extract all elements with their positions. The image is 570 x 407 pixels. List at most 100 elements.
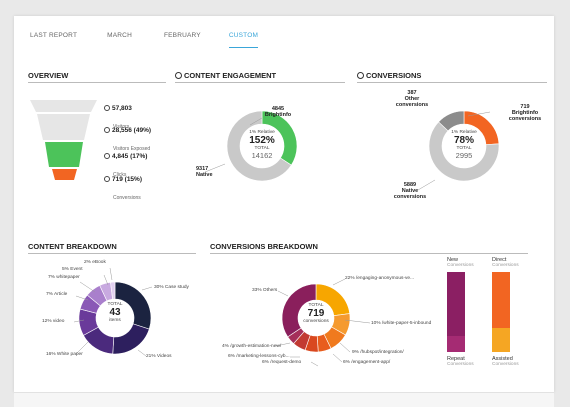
brightinfo-conv-label-1: Brightinfo (511, 110, 539, 117)
cvb-label-hubspot: 9% /hubspot/integration/ (352, 350, 404, 355)
funnel-stage-clicks (45, 142, 83, 167)
stat-conversions-value: 719 (15%) (112, 176, 142, 183)
cb-label-white-paper: 16% White paper (46, 352, 83, 357)
content-engagement-title: CONTENT ENGAGEMENT (184, 71, 277, 80)
funnel-stage-exposed (37, 114, 90, 140)
engagement-total: 14162 (251, 150, 273, 160)
stat-conversions: 719 (15%) Conversions (104, 168, 142, 203)
stat-exposed-value: 28,556 (49%) (112, 127, 152, 134)
conversions-bottom-label: 5889 Native conversions (388, 182, 432, 200)
stat-visitors: 57,803 Visitors (104, 97, 132, 132)
engagement-relative-label: 1% Relative (249, 130, 275, 135)
stat-exposed: 28,556 (49%) Visitors Exposed (104, 119, 151, 154)
new-conversions-header: New Conversions (447, 257, 474, 268)
click-icon (104, 153, 110, 159)
brightinfo-value: 4845 (271, 106, 285, 112)
cb-label-video: 12% video (42, 319, 65, 324)
content-engagement-header: CONTENT ENGAGEMENT (175, 71, 345, 83)
engagement-total-label: TOTAL (254, 146, 270, 152)
direct-sub: Conversions (492, 263, 519, 269)
conversions-center: 1% Relative 78% TOTAL 2995 (444, 130, 484, 160)
conversions-breakdown-slice-7 (281, 283, 317, 338)
repeat-conversions-bar (447, 336, 465, 352)
conversions-right-label: 719 Brightinfo conversions (505, 104, 545, 122)
conversions-relative-label: 1% Relative (451, 130, 477, 135)
eye-icon (104, 127, 110, 133)
engagement-right-label: 4845 Brightinfo (258, 106, 298, 118)
new-sub: Conversions (447, 263, 474, 269)
conversions-slice-1 (428, 121, 500, 182)
tab-march[interactable]: MARCH (107, 32, 132, 39)
brightinfo-label: Brightinfo (264, 112, 292, 119)
stat-clicks-label: Clicks (113, 171, 127, 178)
conversions-total-label: TOTAL (456, 146, 472, 152)
engagement-slice-1 (226, 110, 292, 182)
cb-label-ebook: 2% eBook (84, 260, 106, 265)
cvb-label-marketing-lessons: 6% /marketing-lessons-cyb... (228, 354, 290, 359)
tab-february[interactable]: FEBRUARY (163, 32, 201, 39)
repeat-title: Repeat (447, 356, 465, 362)
brightinfo-conv-label-2: conversions (508, 116, 542, 123)
new-title: New (447, 257, 459, 263)
user-icon (357, 72, 364, 79)
cvb-label-engagement-app: 6% /engagement-app/ (343, 360, 391, 365)
assisted-conversions-bar (492, 328, 510, 352)
stat-clicks-value: 4,845 (17%) (112, 153, 148, 160)
funnel-stage-conversions (52, 169, 77, 180)
repeat-sub: Conversions (447, 362, 474, 368)
tab-custom[interactable]: CUSTOM (228, 32, 259, 48)
content-breakdown-title: CONTENT BREAKDOWN (28, 242, 196, 254)
conversions-breakdown-donut (281, 283, 351, 353)
conversions-title: CONVERSIONS (366, 71, 422, 80)
cb-total-label: TOTAL (107, 302, 123, 307)
conversions-breakdown-title: CONVERSIONS BREAKDOWN (210, 242, 528, 254)
cb-label-videos: 21% Videos (146, 354, 172, 359)
tab-last-report[interactable]: LAST REPORT (30, 32, 78, 39)
person-icon (104, 176, 110, 182)
cvb-label-request-demo: 6% /request-demo (262, 360, 302, 365)
assisted-title: Assisted (492, 356, 513, 362)
stat-exposed-label: Visitors Exposed (113, 145, 151, 152)
engagement-center: 1% Relative 152% TOTAL 14162 (244, 130, 280, 160)
content-breakdown-center: TOTAL 43 items (98, 302, 132, 324)
cb-label-event: 5% Event (62, 267, 83, 272)
cvb-total-unit: conversions (303, 319, 329, 325)
engagement-percent: 152% (249, 135, 275, 147)
conversions-slice-2 (438, 110, 465, 132)
cvb-total-label: TOTAL (308, 303, 324, 308)
engagement-icon (175, 72, 182, 79)
cb-label-whitepaper: 7% whitepaper (48, 275, 80, 280)
engagement-left-label: 9317 Native (196, 166, 213, 178)
native-conv-value: 5889 (403, 182, 417, 188)
native-conv-label-2: conversions (393, 194, 427, 201)
cvb-label-growth: 4% /growth-estimation-new/ (222, 344, 282, 349)
conversions-total: 2995 (455, 150, 473, 160)
other-label-1: Other (404, 96, 420, 103)
cb-total-value: 43 (109, 307, 121, 319)
native-value: 9317 (196, 166, 209, 172)
cb-label-article: 7% Article (46, 292, 68, 297)
content-breakdown-donut (78, 281, 152, 355)
other-value: 387 (407, 90, 417, 96)
conversions-header: CONVERSIONS (357, 71, 547, 83)
leader-lines (73, 111, 491, 367)
native-conv-label-1: Native (401, 188, 419, 195)
stat-visitors-label: Visitors (113, 123, 130, 130)
repeat-conversions-footer: Repeat Conversions (447, 356, 474, 367)
content-breakdown-slice-1 (112, 323, 150, 355)
overview-title: OVERVIEW (28, 71, 166, 83)
funnel-stage-visitors (30, 100, 97, 112)
direct-title: Direct (492, 257, 507, 263)
conversions-breakdown-center: TOTAL 719 conversions (296, 303, 336, 325)
cvb-label-white-paper: 10% /white-paper-5-inbound (371, 321, 432, 326)
cb-label-case-study: 30% Case study (154, 285, 189, 290)
direct-conversions-bar (492, 272, 510, 328)
conversions-top-label: 387 Other conversions (390, 90, 434, 108)
assisted-conversions-footer: Assisted Conversions (492, 356, 519, 367)
stat-visitors-value: 57,803 (112, 105, 132, 112)
assisted-sub: Conversions (492, 362, 519, 368)
stat-conversions-label: Conversions (113, 194, 141, 201)
conversions-donut (428, 110, 500, 182)
cvb-total-value: 719 (307, 308, 325, 320)
